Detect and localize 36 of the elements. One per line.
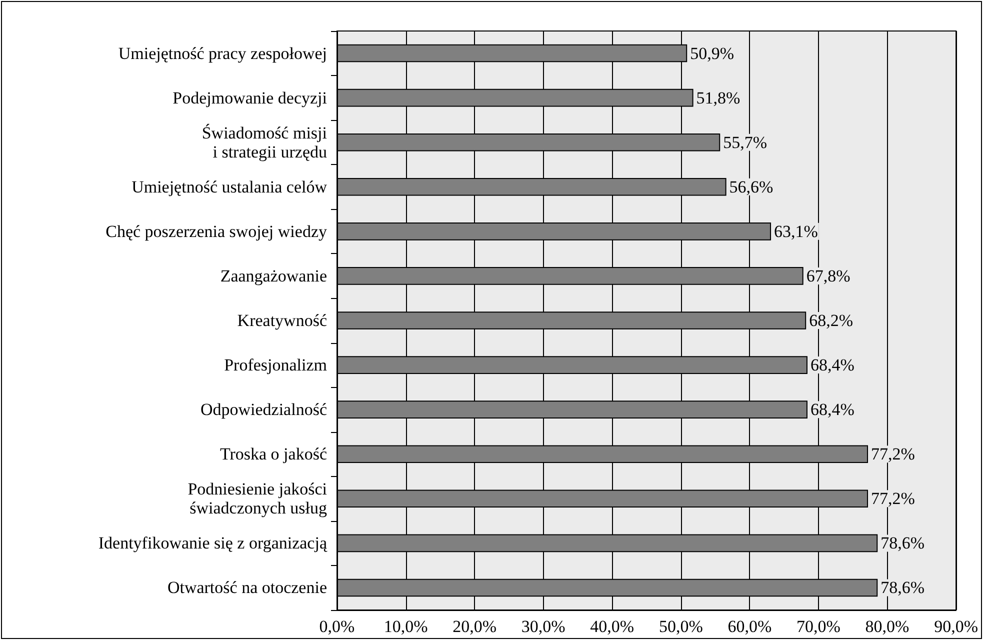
data-label: 77,2% — [871, 489, 915, 508]
y-tick-label: Zaangażowanie — [220, 266, 327, 286]
y-tick-label: Identyfikowanie się z organizacją — [98, 534, 328, 553]
x-tick-label: 40,0% — [590, 617, 634, 636]
data-label: 68,4% — [810, 356, 854, 375]
y-tick-label: Chęć poszerzenia swojej wiedzy — [106, 222, 328, 241]
y-tick-label: Podejmowanie decyzji — [172, 88, 328, 108]
data-label: 51,8% — [696, 88, 740, 108]
x-tick-label: 10,0% — [384, 617, 428, 636]
x-tick-label: 0,0% — [319, 617, 355, 636]
y-tick-label: Świadomość misji i strategii urzędu — [202, 123, 328, 162]
y-tick-label: Kreatywność — [237, 311, 328, 330]
data-label: 56,6% — [729, 177, 774, 196]
data-label: 78,6% — [880, 534, 925, 553]
x-tick-label: 50,0% — [658, 617, 703, 636]
y-tick-label: Umiejętność ustalania celów — [132, 177, 328, 196]
data-label: 50,9% — [690, 44, 734, 63]
data-label: 77,2% — [871, 444, 915, 464]
data-label: 78,6% — [880, 578, 925, 598]
data-label: 67,8% — [806, 266, 850, 286]
x-tick-label: 70,0% — [796, 617, 840, 636]
y-tick-label: Odpowiedzialność — [200, 400, 328, 420]
x-tick-label: 80,0% — [865, 617, 910, 636]
data-label: 68,2% — [809, 311, 854, 330]
x-tick-label: 60,0% — [728, 617, 772, 636]
x-tick-label: 20,0% — [452, 617, 497, 636]
data-label: 68,4% — [810, 400, 854, 420]
y-tick-label: Umiejętność pracy zespołowej — [118, 44, 327, 63]
y-tick-label: Podniesienie jakości świadczonych usług — [188, 480, 328, 518]
data-label: 55,7% — [723, 132, 768, 152]
data-label: 63,1% — [774, 222, 818, 241]
x-tick-label: 30,0% — [521, 617, 566, 636]
x-tick-label: 90,0% — [934, 617, 978, 636]
y-tick-label: Profesjonalizm — [224, 356, 327, 375]
y-tick-label: Otwartość na otoczenie — [167, 578, 327, 598]
y-tick-label: Troska o jakość — [220, 444, 328, 464]
